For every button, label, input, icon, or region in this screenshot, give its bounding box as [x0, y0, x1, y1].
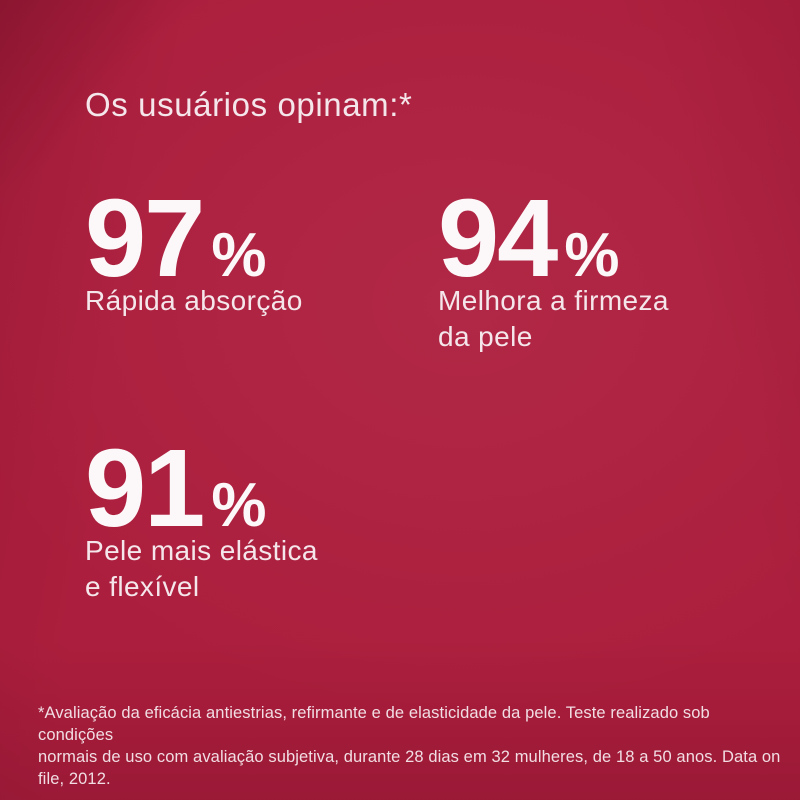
- percent-sign: %: [211, 471, 267, 540]
- stat-value-row: 91 %: [85, 427, 318, 550]
- stat-rapida-absorcao: 97 % Rápida absorção: [85, 177, 303, 319]
- stat-label: Pele mais elástica e flexível: [85, 535, 318, 602]
- stat-melhora-firmeza: 94 % Melhora a firmeza da pele: [438, 177, 669, 355]
- stat-label: Melhora a firmeza da pele: [438, 285, 669, 352]
- stat-number: 97: [85, 177, 205, 300]
- stat-number: 94: [438, 177, 558, 300]
- stat-label: Rápida absorção: [85, 285, 303, 316]
- stat-value-row: 94 %: [438, 177, 669, 300]
- percent-sign: %: [564, 221, 620, 290]
- stat-value-row: 97 %: [85, 177, 303, 300]
- footnote-disclaimer: *Avaliação da eficácia antiestrias, refi…: [38, 704, 781, 788]
- stat-number: 91: [85, 427, 205, 550]
- page-title: Os usuários opinam:*: [85, 86, 413, 123]
- percent-sign: %: [211, 221, 267, 290]
- stat-pele-elastica: 91 % Pele mais elástica e flexível: [85, 427, 318, 605]
